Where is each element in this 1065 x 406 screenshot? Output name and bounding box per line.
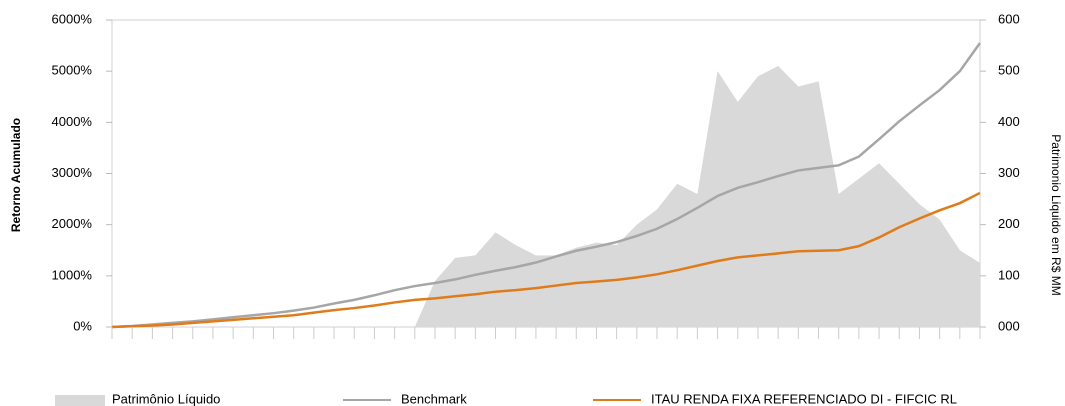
y2-tick-label: 000 [998, 318, 1020, 333]
y-axis-label: Retorno Acumulado [9, 118, 23, 232]
y-tick-label: 5000% [52, 63, 93, 78]
y-tick-label: 4000% [52, 114, 93, 129]
y-tick-label: 1000% [52, 267, 93, 282]
legend-label: ITAU RENDA FIXA REFERENCIADO DI - FIFCIC… [651, 391, 957, 406]
line [111, 42, 982, 329]
y2-axis-label: Patrimonio Liquido em R$ MM [1049, 134, 1063, 295]
legend-swatch [55, 395, 105, 406]
y2-tick-label: 200 [998, 216, 1020, 231]
y2-tick-label: 400 [998, 114, 1020, 129]
y2-tick-label: 100 [998, 267, 1020, 282]
y2-tick-label: 600 [998, 11, 1020, 26]
y2-tick-label: 500 [998, 63, 1020, 78]
y-tick-label: 3000% [52, 165, 93, 180]
legend-label: Benchmark [401, 391, 467, 406]
y-tick-label: 2000% [52, 216, 93, 231]
legend-label: Patrimônio Líquido [112, 391, 220, 406]
y2-tick-label: 300 [998, 165, 1020, 180]
line [111, 191, 981, 329]
y-tick-label: 6000% [52, 11, 93, 26]
y-tick-label: 0% [73, 318, 92, 333]
area [112, 66, 980, 328]
